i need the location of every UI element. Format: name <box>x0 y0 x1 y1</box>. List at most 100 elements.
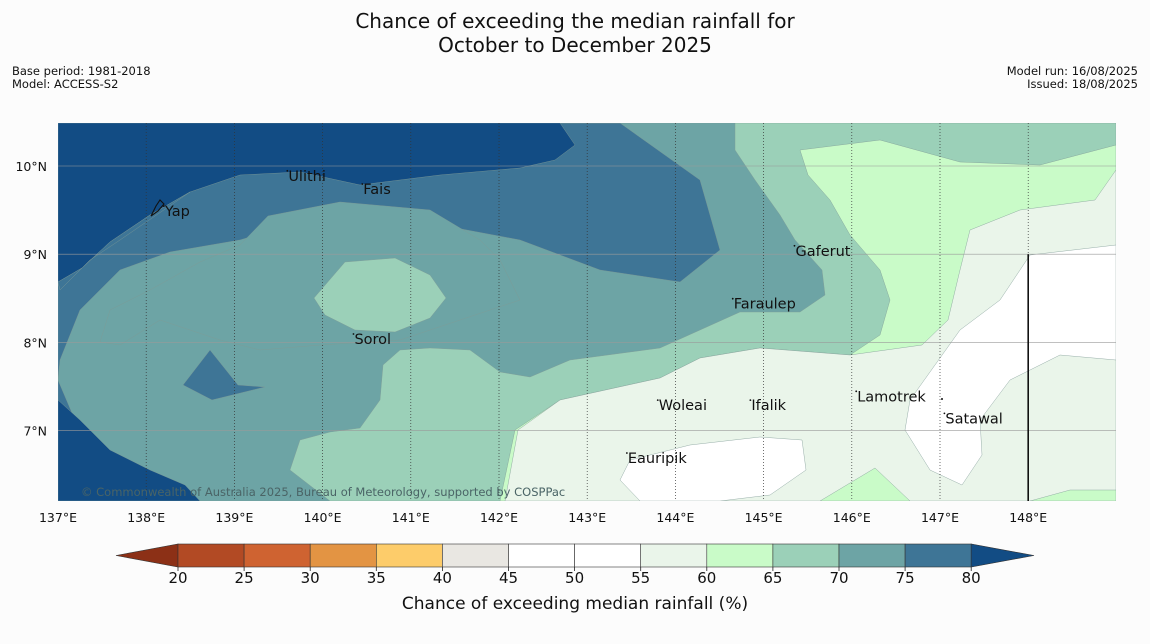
colorbar-tick-label: 70 <box>829 569 848 587</box>
colorbar-segment <box>574 543 641 568</box>
place-fais: Fais <box>361 182 391 198</box>
latitude-tick-labels: 10°N 9°N 8°N 7°N <box>15 159 47 439</box>
place-label: Faraulep <box>734 297 796 313</box>
place-label: Yap <box>164 204 190 220</box>
colorbar-tick-label: 30 <box>301 569 320 587</box>
latitude-tick-label: 7°N <box>23 424 47 439</box>
colorbar-extend-low <box>115 543 179 568</box>
island-marker <box>731 297 734 300</box>
longitude-tick-label: 142°E <box>480 510 518 525</box>
island-marker <box>855 390 858 393</box>
contour-band-75-80-patch <box>182 349 266 401</box>
colorbar-tick-label: 45 <box>499 569 518 587</box>
place-ifalik: Ifalik <box>749 398 787 414</box>
place-label: Gaferut <box>795 244 850 260</box>
longitude-tick-label: 146°E <box>833 510 871 525</box>
longitude-tick-labels: 137°E 138°E 139°E 140°E 141°E 142°E 143°E 144°E… <box>39 510 1047 525</box>
contour-band-60-65-se <box>1029 489 1116 501</box>
contour-band-50-55 <box>904 244 1116 486</box>
longitude-tick-label: 139°E <box>215 510 253 525</box>
model-name-text: Model: ACCESS-S2 <box>12 77 119 91</box>
island-marker <box>793 244 796 247</box>
place-sorol: Sorol <box>352 332 391 348</box>
latitude-tick-label: 10°N <box>15 159 47 174</box>
title-line-2: October to December 2025 <box>438 33 712 57</box>
colorbar: 20 25 30 35 40 45 50 55 60 65 70 75 80 <box>115 543 1035 587</box>
colorbar-segment <box>442 543 509 568</box>
place-label: Satawal <box>945 411 1002 427</box>
place-ulithi: Ulithi <box>286 169 326 185</box>
longitude-tick-label: 140°E <box>304 510 342 525</box>
latitude-tick-label: 8°N <box>23 335 47 350</box>
place-label: Sorol <box>354 332 391 348</box>
longitude-tick-label: 145°E <box>745 510 783 525</box>
place-label: Woleai <box>659 398 707 414</box>
title-line-1: Chance of exceeding the median rainfall … <box>355 9 795 33</box>
place-lamotrek: Lamotrek <box>855 389 926 405</box>
colorbar-segment <box>838 543 906 568</box>
contour-band-60-65-patch <box>819 467 911 501</box>
longitude-tick-label: 141°E <box>392 510 430 525</box>
colorbar-tick-label: 40 <box>433 569 452 587</box>
longitude-tick-label: 138°E <box>127 510 165 525</box>
colorbar-tick-label: 65 <box>763 569 782 587</box>
island-marker <box>352 333 355 335</box>
longitude-tick-label: 147°E <box>921 510 959 525</box>
contour-band-50-55-south <box>619 436 807 501</box>
place-label: Ulithi <box>288 169 326 185</box>
colorbar-segment <box>640 543 708 568</box>
colorbar-tick-label: 55 <box>631 569 650 587</box>
colorbar-segment <box>904 543 972 568</box>
run-info: Model run: 16/08/2025 Issued: 18/08/2025 <box>1007 65 1138 91</box>
place-faraulep: Faraulep <box>731 297 796 313</box>
place-label: Eauripik <box>628 451 687 467</box>
place-label: Lamotrek <box>857 389 926 405</box>
island-marker <box>749 399 752 402</box>
longitude-tick-label: 148°E <box>1009 510 1047 525</box>
island-marker <box>361 183 364 185</box>
colorbar-tick-label: 80 <box>962 569 981 587</box>
place-label: Ifalik <box>751 398 786 414</box>
colorbar-segment <box>706 543 774 568</box>
island-marker <box>625 452 628 454</box>
colorbar-tick-label: 35 <box>367 569 386 587</box>
colorbar-segment <box>772 543 840 568</box>
place-label: Fais <box>363 182 390 198</box>
colorbar-tick-label: 25 <box>235 569 254 587</box>
island-marker <box>286 169 289 172</box>
colorbar-segment <box>243 543 311 568</box>
island-marker <box>941 398 943 400</box>
longitude-tick-label: 137°E <box>39 510 77 525</box>
map-title: Chance of exceeding the median rainfall … <box>0 9 1150 57</box>
place-satawal: Satawal <box>943 411 1003 427</box>
place-eauripik: Eauripik <box>625 451 687 467</box>
colorbar-tick-label: 75 <box>896 569 915 587</box>
issued-text: Issued: 18/08/2025 <box>1027 77 1138 91</box>
place-gaferut: Gaferut <box>793 244 851 260</box>
latitude-tick-label: 9°N <box>23 247 47 262</box>
copyright-text: © Commonwealth of Australia 2025, Bureau… <box>81 485 565 499</box>
longitude-tick-label: 144°E <box>656 510 694 525</box>
place-yap: Yap <box>162 204 190 220</box>
place-woleai: Woleai <box>656 398 707 414</box>
island-marker <box>162 205 165 208</box>
colorbar-extend-high <box>970 543 1035 568</box>
colorbar-segment <box>508 543 575 568</box>
colorbar-segment <box>177 543 245 568</box>
model-run-text: Model run: 16/08/2025 <box>1006 64 1138 78</box>
model-info: Base period: 1981-2018 Model: ACCESS-S2 <box>12 65 151 91</box>
base-period-text: Base period: 1981-2018 <box>12 64 151 78</box>
contour-band-65-70-island <box>313 257 447 333</box>
colorbar-segment <box>309 543 377 568</box>
yap-island-outline <box>150 199 165 217</box>
graticule <box>58 123 1116 501</box>
place-labels: Yap Ulithi Fais Gaferut Faraulep Sorol Lamotre… <box>162 169 1003 467</box>
colorbar-tick-label: 20 <box>168 569 187 587</box>
island-marker <box>656 399 659 402</box>
longitude-tick-label: 143°E <box>568 510 606 525</box>
contour-band-above-80-sw <box>58 399 201 501</box>
colorbar-segment <box>375 543 443 568</box>
colorbar-tick-label: 50 <box>565 569 584 587</box>
contour-band-75-80-west <box>58 191 191 291</box>
